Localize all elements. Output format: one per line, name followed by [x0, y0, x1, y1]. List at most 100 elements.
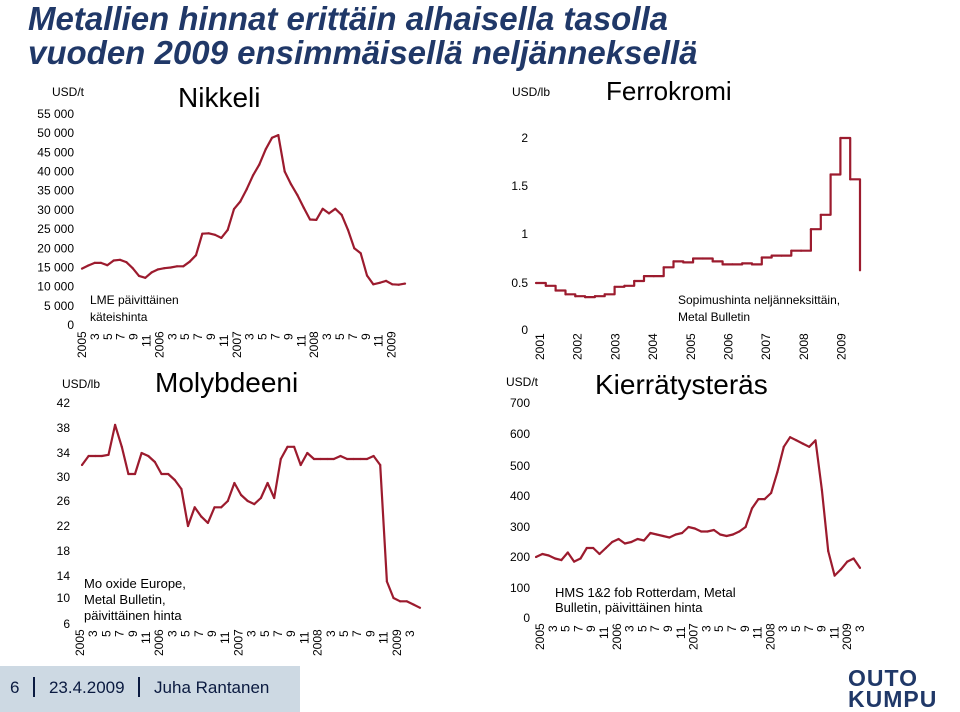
scrap-y-tick-label: 100 [510, 581, 530, 595]
nickel-data-point [353, 247, 356, 250]
molybdenum-data-point [114, 423, 117, 426]
nickel-data-point [283, 170, 286, 173]
scrap-data-point [534, 555, 538, 559]
scrap-chart-title: Kierrätysteräs [595, 369, 768, 400]
scrap-unit-label: USD/t [506, 375, 539, 389]
nickel-data-point [220, 236, 223, 239]
scrap-x-tick-label: 2005 [533, 623, 547, 650]
nickel-x-tick-label: 5 [333, 333, 347, 340]
scrap-data-point [858, 566, 862, 570]
molybdenum-note-line: Mo oxide Europe, [84, 576, 186, 591]
molybdenum-data-point [273, 496, 276, 500]
scrap-series-line [535, 436, 861, 577]
molybdenum-data-point [160, 472, 163, 476]
molybdenum-data-point [186, 524, 190, 528]
molybdenum-data-point [405, 600, 408, 603]
ferrochrome-note-line: Sopimushinta neljänneksittäin, [678, 293, 840, 307]
nickel-data-point [327, 212, 331, 215]
molybdenum-x-tick-label: 5 [337, 630, 351, 637]
scrap-data-point [687, 525, 690, 529]
scrap-data-point [789, 436, 792, 439]
nickel-data-point [251, 174, 255, 177]
ferrochrome-note-line: Metal Bulletin [678, 310, 750, 324]
nickel-data-point [87, 264, 90, 267]
nickel-data-point [188, 260, 191, 263]
nickel-data-point [264, 148, 267, 151]
scrap-data-point [573, 560, 576, 563]
molybdenum-data-point [326, 457, 329, 461]
ferrochrome-data-point [790, 249, 793, 252]
molybdenum-data-point [127, 472, 130, 476]
ferrochrome-y-tick-label: 0.5 [511, 276, 528, 290]
nickel-y-tick-label: 40 000 [37, 165, 74, 179]
nickel-data-point [213, 233, 217, 236]
ferrochrome-data-point [701, 257, 705, 260]
nickel-data-point [80, 267, 84, 270]
molybdenum-x-tick-label: 5 [258, 630, 272, 637]
molybdenum-data-point [253, 503, 256, 506]
scrap-data-point [795, 439, 798, 442]
ferrochrome-data-point [672, 260, 675, 263]
scrap-note-line: HMS 1&2 fob Rotterdam, Metal [555, 585, 736, 600]
molybdenum-x-tick-label: 7 [192, 630, 206, 637]
nickel-data-point [144, 276, 147, 279]
nickel-data-point [365, 274, 369, 277]
nickel-x-tick-label: 2007 [230, 331, 244, 358]
molybdenum-x-tick-label: 11 [297, 631, 311, 644]
ferrochrome-data-point [760, 256, 763, 259]
molybdenum-data-point [173, 478, 176, 482]
nickel-x-tick-label: 5 [256, 333, 270, 340]
nickel-data-point [163, 267, 166, 270]
molybdenum-data-point [379, 463, 382, 467]
scrap-data-point [611, 540, 614, 544]
scrap-x-tick-label: 9 [738, 625, 752, 632]
ferrochrome-data-point [692, 257, 695, 260]
nickel-data-point [239, 200, 242, 203]
scrap-data-point [846, 560, 849, 563]
nickel-data-point [340, 213, 343, 216]
nickel-data-point [112, 259, 115, 262]
molybdenum-data-point [140, 451, 143, 455]
nickel-data-point [169, 266, 172, 269]
ferrochrome-data-point [711, 260, 714, 263]
ferrochrome-x-tick-label: 2001 [533, 333, 547, 360]
molybdenum-data-point [279, 457, 282, 461]
footer-text: 6 23.4.2009 Juha Rantanen [10, 677, 269, 698]
scrap-data-point [750, 507, 754, 510]
scrap-x-tick-label: 11 [597, 626, 611, 639]
scrap-x-tick-label: 3 [776, 625, 790, 632]
nickel-y-tick-label: 0 [67, 318, 74, 332]
molybdenum-note-line: päivittäinen hinta [84, 608, 182, 623]
molybdenum-data-point [306, 451, 309, 455]
scrap-data-point [757, 498, 760, 501]
slide-footer: 6 23.4.2009 Juha Rantanen [0, 666, 960, 712]
scrap-data-point [706, 530, 709, 533]
nickel-data-point [391, 283, 394, 286]
scrap-x-tick-label: 9 [584, 625, 598, 632]
molybdenum-data-point [352, 457, 355, 461]
molybdenum-data-point [266, 481, 269, 485]
ferrochrome-x-tick-label: 2002 [571, 333, 585, 360]
scrap-y-tick-label: 700 [510, 396, 530, 410]
nickel-x-tick-label: 11 [140, 334, 154, 347]
nickel-data-point [372, 283, 375, 286]
scrap-data-point [674, 533, 677, 536]
molybdenum-unit-label: USD/lb [62, 377, 100, 391]
molybdenum-y-tick-label: 34 [57, 446, 71, 460]
molybdenum-data-point [133, 472, 137, 476]
scrap-data-point [770, 491, 773, 495]
ferrochrome-data-point [534, 281, 538, 285]
nickel-x-tick-label: 9 [281, 333, 295, 340]
company-logo: OUTO KUMPU [848, 667, 956, 711]
ferrochrome-chart-title: Ferrokromi [606, 76, 732, 106]
molybdenum-data-point [312, 457, 316, 461]
molybdenum-y-tick-label: 38 [57, 421, 71, 435]
footer-separator [138, 677, 141, 697]
scrap-x-tick-label: 2006 [610, 623, 624, 650]
nickel-x-tick-label: 7 [191, 333, 205, 340]
scrap-note-line: Bulletin, päivittäinen hinta [555, 600, 703, 615]
scrap-data-point [655, 533, 658, 536]
molybdenum-data-point [359, 457, 362, 461]
nickel-data-point [182, 265, 185, 268]
nickel-x-tick-label: 3 [320, 333, 334, 340]
